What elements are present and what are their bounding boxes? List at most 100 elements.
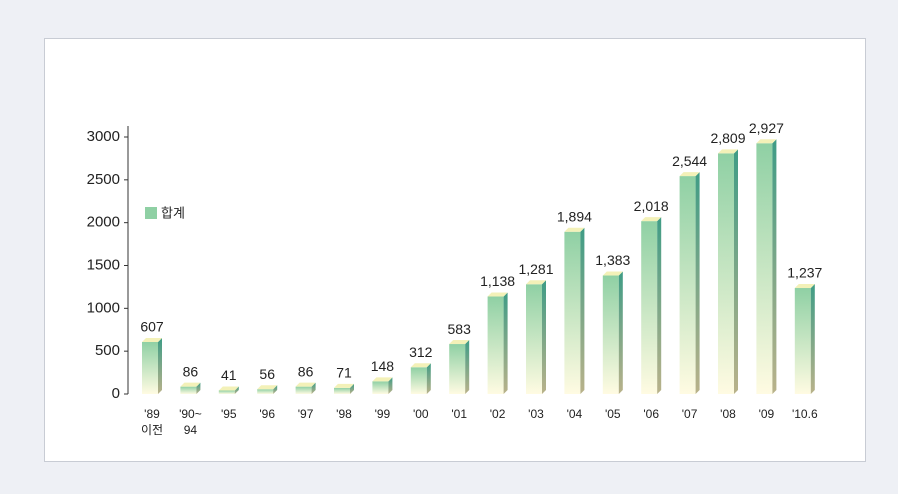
bar: [142, 342, 158, 394]
y-tick-label: 500: [95, 342, 120, 359]
bar-top: [218, 386, 239, 391]
value-label: 312: [409, 344, 433, 360]
bar: [756, 143, 773, 394]
bar-top: [295, 382, 316, 387]
value-label: 41: [221, 367, 237, 383]
bar-side: [772, 139, 777, 394]
x-tick-label: '07: [681, 407, 698, 421]
x-tick-label: '00: [412, 407, 429, 421]
y-tick-label: 3000: [87, 128, 120, 145]
bar-side: [388, 377, 393, 394]
bar-side: [234, 386, 239, 394]
bar-top: [334, 383, 354, 388]
bar-side: [311, 382, 316, 394]
bar-top: [641, 217, 662, 222]
x-tick-label: '05: [604, 407, 621, 421]
bar-side: [580, 227, 585, 394]
value-label: 2,927: [749, 120, 784, 136]
bar-side: [695, 172, 700, 394]
bar-top: [449, 340, 470, 345]
value-label: 2,809: [710, 130, 745, 146]
bar: [372, 381, 389, 394]
legend-label: 합계: [161, 205, 185, 220]
bar-side: [196, 382, 201, 394]
value-label: 86: [183, 363, 199, 379]
y-tick-label: 1000: [87, 299, 120, 316]
bar: [334, 387, 350, 394]
bar-side: [465, 340, 470, 394]
bar-top: [679, 172, 700, 177]
bar-top: [602, 271, 623, 276]
bar-top: [794, 284, 815, 289]
legend-swatch: [145, 207, 157, 219]
x-tick-label: '95: [220, 407, 237, 421]
y-tick-label: 2500: [87, 171, 120, 188]
value-label: 1,138: [480, 273, 515, 289]
value-label: 56: [259, 366, 275, 382]
x-tick-label: '98: [336, 407, 352, 421]
value-label: 1,281: [518, 261, 553, 277]
bar: [718, 153, 734, 394]
bar: [641, 221, 658, 394]
y-tick-label: 0: [112, 385, 120, 402]
bar: [449, 344, 466, 394]
bar: [218, 390, 235, 394]
bar-top: [372, 377, 393, 382]
bar: [487, 296, 504, 394]
y-tick-label: 2000: [87, 214, 120, 231]
y-tick-label: 1500: [87, 256, 120, 273]
bar-top: [180, 382, 201, 387]
bar-top: [257, 385, 278, 390]
bar-side: [542, 280, 546, 394]
x-tick-label: '90~ 94: [179, 407, 202, 437]
bar-top: [756, 139, 777, 144]
value-label: 583: [448, 321, 472, 337]
bar-side: [810, 284, 815, 394]
x-tick-label: '96: [259, 407, 275, 421]
value-label: 1,894: [557, 208, 592, 224]
bar-top: [142, 338, 162, 343]
bar-top: [526, 280, 546, 285]
value-label: 148: [371, 358, 395, 374]
value-label: 86: [298, 363, 314, 379]
bar: [295, 386, 312, 394]
bar: [410, 367, 427, 394]
bar-top: [718, 149, 738, 154]
bar-side: [657, 217, 662, 394]
bar-side: [158, 338, 162, 394]
x-tick-label: '04: [566, 407, 583, 421]
bar-top: [564, 227, 585, 232]
bar-top: [410, 363, 431, 368]
bar: [526, 284, 542, 394]
bar-side: [734, 149, 738, 394]
bar-side: [503, 292, 508, 394]
bar: [180, 386, 197, 394]
value-label: 71: [336, 365, 352, 381]
x-tick-label: '06: [643, 407, 659, 421]
value-label: 2,544: [672, 153, 707, 169]
bar: [564, 231, 581, 394]
x-tick-label: '03: [528, 407, 544, 421]
bar: [602, 275, 619, 394]
x-tick-label: '08: [720, 407, 736, 421]
bar-side: [273, 385, 278, 394]
value-label: 1,383: [595, 252, 630, 268]
value-label: 1,237: [787, 265, 822, 281]
x-tick-label: '10.6: [791, 407, 818, 421]
x-tick-label: '99: [374, 407, 391, 421]
x-tick-label: '01: [451, 407, 467, 421]
bar-side: [618, 271, 623, 394]
bar-side: [350, 383, 354, 394]
bar-top: [487, 292, 508, 297]
x-tick-label: '02: [489, 407, 506, 421]
x-tick-label: '89 이전: [140, 407, 164, 437]
value-label: 607: [140, 319, 164, 335]
bar: [794, 288, 811, 394]
bar: [679, 176, 696, 394]
x-tick-label: '97: [297, 407, 314, 421]
x-tick-label: '09: [758, 407, 775, 421]
value-label: 2,018: [634, 198, 669, 214]
bar-side: [426, 363, 431, 394]
